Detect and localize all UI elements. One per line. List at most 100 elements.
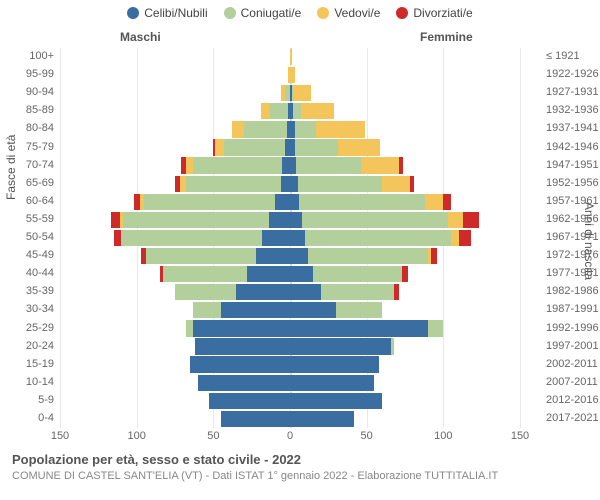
segment-single: [221, 411, 290, 427]
x-tick-label: 100: [434, 430, 452, 442]
legend-item: Celibi/Nubili: [127, 6, 207, 20]
age-row: [60, 319, 520, 337]
age-row: [60, 211, 520, 229]
segment-married: [186, 320, 194, 336]
legend-label: Vedovi/e: [334, 6, 380, 20]
male-half: [181, 157, 290, 175]
age-row: [60, 247, 520, 265]
segment-widowed: [290, 49, 292, 65]
segment-single: [290, 302, 336, 318]
y-left-label: 60-64: [0, 195, 60, 207]
y-left-label: 35-39: [0, 285, 60, 297]
segment-single: [290, 411, 354, 427]
x-tick-label: 150: [511, 430, 529, 442]
female-half: [290, 265, 408, 283]
segment-single: [290, 266, 313, 282]
y-left-label: 70-74: [0, 159, 60, 171]
segment-divorced: [410, 176, 415, 192]
age-row: [60, 410, 520, 428]
male-half: [114, 229, 290, 247]
y-left-label: 55-59: [0, 213, 60, 225]
segment-divorced: [443, 194, 451, 210]
segment-married: [298, 176, 382, 192]
female-half: [290, 66, 295, 84]
segment-single: [275, 194, 290, 210]
segment-divorced: [394, 284, 399, 300]
y-right-label: 1992-1996: [540, 322, 600, 334]
male-half: [209, 392, 290, 410]
segment-divorced: [399, 157, 404, 173]
male-half: [134, 193, 290, 211]
segment-single: [281, 176, 290, 192]
segment-married: [428, 320, 443, 336]
x-tick-label: 0: [287, 430, 293, 442]
male-half: [195, 338, 290, 356]
segment-married: [186, 176, 281, 192]
segment-single: [198, 375, 290, 391]
segment-single: [290, 338, 391, 354]
segment-divorced: [111, 212, 120, 228]
female-half: [290, 211, 479, 229]
y-left-label: 40-44: [0, 267, 60, 279]
segment-divorced: [463, 212, 478, 228]
male-half: [111, 211, 290, 229]
segment-married: [123, 212, 269, 228]
segment-married: [293, 103, 301, 119]
female-half: [290, 193, 451, 211]
age-row: [60, 283, 520, 301]
y-left-label: 85-89: [0, 104, 60, 116]
y-right-label: 1937-1941: [540, 122, 600, 134]
x-tick-label: 100: [127, 430, 145, 442]
y-right-label: 1922-1926: [540, 68, 600, 80]
y-right-label: 1997-2001: [540, 340, 600, 352]
legend-swatch: [224, 7, 236, 19]
legend-label: Coniugati/e: [241, 6, 302, 20]
age-row: [60, 193, 520, 211]
gender-label-male: Maschi: [120, 30, 161, 44]
female-half: [290, 374, 374, 392]
segment-single: [290, 176, 298, 192]
x-tick-label: 50: [207, 430, 219, 442]
plot-area: [60, 48, 520, 428]
segment-married: [296, 157, 360, 173]
y-left-label: 15-19: [0, 358, 60, 370]
segment-married: [321, 284, 395, 300]
y-left-label: 5-9: [0, 394, 60, 406]
y-left-label: 45-49: [0, 249, 60, 261]
y-left-label: 50-54: [0, 231, 60, 243]
y-right-label: 1967-1971: [540, 231, 600, 243]
y-left-label: 0-4: [0, 412, 60, 424]
segment-single: [290, 375, 374, 391]
segment-married: [295, 121, 316, 137]
legend-label: Celibi/Nubili: [144, 6, 207, 20]
male-half: [175, 283, 290, 301]
legend-swatch: [317, 7, 329, 19]
segment-widowed: [451, 230, 459, 246]
male-half: [198, 374, 290, 392]
segment-widowed: [338, 139, 381, 155]
segment-divorced: [431, 248, 437, 264]
y-right-label: 1947-1951: [540, 159, 600, 171]
segment-divorced: [459, 230, 471, 246]
female-half: [290, 283, 399, 301]
segment-single: [236, 284, 290, 300]
segment-married: [305, 230, 451, 246]
female-half: [290, 247, 437, 265]
segment-single: [256, 248, 290, 264]
segment-widowed: [290, 67, 295, 83]
segment-single: [209, 393, 290, 409]
y-right-label: ≤ 1921: [540, 50, 600, 62]
segment-widowed: [382, 176, 410, 192]
female-half: [290, 392, 382, 410]
y-left-label: 75-79: [0, 141, 60, 153]
gender-label-female: Femmine: [420, 30, 473, 44]
age-row: [60, 356, 520, 374]
female-half: [290, 338, 394, 356]
age-row: [60, 229, 520, 247]
y-right-label: 1927-1931: [540, 86, 600, 98]
segment-single: [290, 212, 302, 228]
age-row: [60, 157, 520, 175]
segment-widowed: [215, 139, 224, 155]
y-right-label: 1982-1986: [540, 285, 600, 297]
segment-married: [391, 338, 394, 354]
